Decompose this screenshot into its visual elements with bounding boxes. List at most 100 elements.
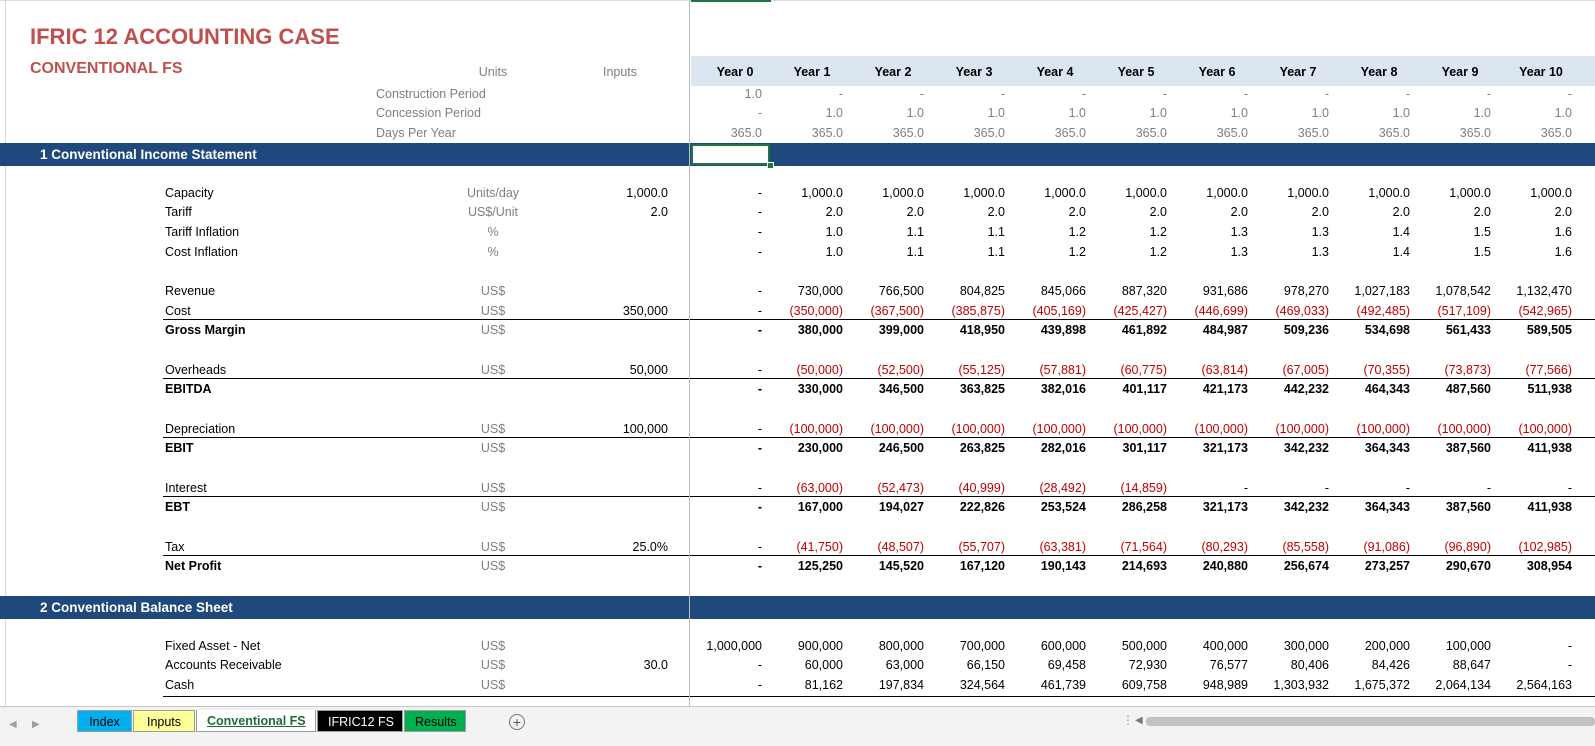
value-cell[interactable]: (405,169) bbox=[1032, 304, 1086, 318]
unit-cell[interactable]: US$ bbox=[480, 678, 506, 692]
timing-cell[interactable]: 1.0 bbox=[1068, 106, 1086, 120]
value-cell[interactable]: 286,258 bbox=[1121, 500, 1167, 514]
value-cell[interactable]: 194,027 bbox=[878, 500, 924, 514]
value-cell[interactable]: (492,485) bbox=[1356, 304, 1410, 318]
value-cell[interactable]: (542,965) bbox=[1518, 304, 1572, 318]
value-cell[interactable]: 1.3 bbox=[1311, 245, 1329, 259]
value-cell[interactable]: 66,150 bbox=[966, 658, 1005, 672]
value-cell[interactable]: 2.0 bbox=[1149, 205, 1167, 219]
value-cell[interactable]: 845,066 bbox=[1040, 284, 1086, 298]
timing-cell[interactable]: 365.0 bbox=[1378, 126, 1410, 140]
value-cell[interactable]: 1,000.0 bbox=[1368, 186, 1410, 200]
input-cell[interactable]: 100,000 bbox=[622, 422, 668, 436]
value-cell[interactable]: (100,000) bbox=[789, 422, 843, 436]
value-cell[interactable]: - bbox=[757, 481, 762, 495]
unit-cell[interactable]: % bbox=[487, 245, 499, 259]
value-cell[interactable]: (52,473) bbox=[877, 481, 924, 495]
value-cell[interactable]: - bbox=[757, 304, 762, 318]
input-cell[interactable]: 2.0 bbox=[650, 205, 668, 219]
value-cell[interactable]: 948,989 bbox=[1202, 678, 1248, 692]
value-cell[interactable]: 464,343 bbox=[1364, 382, 1410, 396]
value-cell[interactable]: 1,000.0 bbox=[1449, 186, 1491, 200]
value-cell[interactable]: 282,016 bbox=[1040, 441, 1086, 455]
unit-cell[interactable]: US$ bbox=[480, 304, 506, 318]
value-cell[interactable]: 1.1 bbox=[987, 245, 1005, 259]
value-cell[interactable]: 401,117 bbox=[1122, 382, 1168, 396]
value-cell[interactable]: 363,825 bbox=[959, 382, 1005, 396]
value-cell[interactable]: 1,078,542 bbox=[1435, 284, 1491, 298]
timing-cell[interactable]: 1.0 bbox=[987, 106, 1005, 120]
scroll-left-icon[interactable]: ◀ bbox=[1135, 715, 1143, 726]
timing-cell[interactable]: 1.0 bbox=[1473, 106, 1491, 120]
value-cell[interactable]: - bbox=[1324, 481, 1329, 495]
value-cell[interactable]: 308,954 bbox=[1526, 559, 1572, 573]
value-cell[interactable]: (77,566) bbox=[1525, 363, 1572, 377]
timing-cell[interactable]: - bbox=[1567, 87, 1572, 101]
value-cell[interactable]: 1.0 bbox=[825, 245, 843, 259]
value-cell[interactable]: 1,000.0 bbox=[801, 186, 843, 200]
value-cell[interactable]: - bbox=[757, 441, 762, 455]
value-cell[interactable]: (96,890) bbox=[1444, 540, 1491, 554]
value-cell[interactable]: 1,027,183 bbox=[1354, 284, 1410, 298]
value-cell[interactable]: 2.0 bbox=[906, 205, 924, 219]
value-cell[interactable]: 321,173 bbox=[1202, 441, 1248, 455]
value-cell[interactable]: (100,000) bbox=[1032, 422, 1086, 436]
value-cell[interactable]: (385,875) bbox=[951, 304, 1005, 318]
value-cell[interactable]: 387,560 bbox=[1445, 441, 1491, 455]
value-cell[interactable]: 1.4 bbox=[1392, 225, 1410, 239]
value-cell[interactable]: (50,000) bbox=[796, 363, 843, 377]
value-cell[interactable]: (48,507) bbox=[877, 540, 924, 554]
value-cell[interactable]: (14,859) bbox=[1120, 481, 1167, 495]
timing-cell[interactable]: 365.0 bbox=[1459, 126, 1491, 140]
value-cell[interactable]: 1.1 bbox=[906, 245, 924, 259]
value-cell[interactable]: 167,120 bbox=[959, 559, 1005, 573]
input-cell[interactable]: 50,000 bbox=[629, 363, 668, 377]
value-cell[interactable]: 2.0 bbox=[1068, 205, 1086, 219]
input-cell[interactable]: 30.0 bbox=[643, 658, 668, 672]
value-cell[interactable]: 1.3 bbox=[1311, 225, 1329, 239]
input-cell[interactable] bbox=[568, 222, 668, 242]
horizontal-scrollbar[interactable] bbox=[1146, 717, 1595, 726]
unit-cell[interactable] bbox=[463, 379, 523, 399]
timing-cell[interactable]: 1.0 bbox=[1230, 106, 1248, 120]
value-cell[interactable]: 1.3 bbox=[1230, 225, 1248, 239]
input-cell[interactable] bbox=[568, 636, 668, 656]
value-cell[interactable]: 887,320 bbox=[1121, 284, 1167, 298]
timing-cell[interactable]: 1.0 bbox=[1311, 106, 1329, 120]
value-cell[interactable]: (40,999) bbox=[958, 481, 1005, 495]
input-cell[interactable] bbox=[568, 556, 668, 576]
plus-circle-icon[interactable]: + bbox=[509, 714, 525, 730]
value-cell[interactable]: (52,500) bbox=[877, 363, 924, 377]
value-cell[interactable]: (63,000) bbox=[796, 481, 843, 495]
value-cell[interactable]: (350,000) bbox=[789, 304, 843, 318]
value-cell[interactable]: 342,232 bbox=[1283, 441, 1329, 455]
value-cell[interactable]: (71,564) bbox=[1120, 540, 1167, 554]
value-cell[interactable]: 240,880 bbox=[1202, 559, 1248, 573]
input-cell[interactable] bbox=[568, 281, 668, 301]
value-cell[interactable]: (446,699) bbox=[1194, 304, 1248, 318]
value-cell[interactable]: (85,558) bbox=[1282, 540, 1329, 554]
value-cell[interactable]: - bbox=[757, 205, 762, 219]
value-cell[interactable]: 461,892 bbox=[1121, 323, 1167, 337]
value-cell[interactable]: (67,005) bbox=[1282, 363, 1329, 377]
value-cell[interactable]: 400,000 bbox=[1202, 639, 1248, 653]
value-cell[interactable]: (80,293) bbox=[1201, 540, 1248, 554]
sheet-tab-ifric12-fs[interactable]: IFRIC12 FS bbox=[317, 710, 403, 732]
value-cell[interactable]: - bbox=[757, 363, 762, 377]
value-cell[interactable]: 421,173 bbox=[1202, 382, 1248, 396]
value-cell[interactable]: 2,064,134 bbox=[1435, 678, 1491, 692]
value-cell[interactable]: 145,520 bbox=[878, 559, 924, 573]
timing-cell[interactable]: 1.0 bbox=[825, 106, 843, 120]
value-cell[interactable]: 1,000.0 bbox=[1287, 186, 1329, 200]
unit-cell[interactable]: % bbox=[487, 225, 499, 239]
timing-cell[interactable]: 365.0 bbox=[973, 126, 1005, 140]
value-cell[interactable]: 804,825 bbox=[959, 284, 1005, 298]
value-cell[interactable]: 1.2 bbox=[1068, 225, 1086, 239]
value-cell[interactable]: 700,000 bbox=[959, 639, 1005, 653]
value-cell[interactable]: (55,125) bbox=[958, 363, 1005, 377]
timing-cell[interactable]: - bbox=[757, 106, 762, 120]
value-cell[interactable]: 1.1 bbox=[906, 225, 924, 239]
sheet-tab-results[interactable]: Results bbox=[404, 710, 466, 732]
value-cell[interactable]: (100,000) bbox=[1275, 422, 1329, 436]
value-cell[interactable]: - bbox=[1405, 481, 1410, 495]
